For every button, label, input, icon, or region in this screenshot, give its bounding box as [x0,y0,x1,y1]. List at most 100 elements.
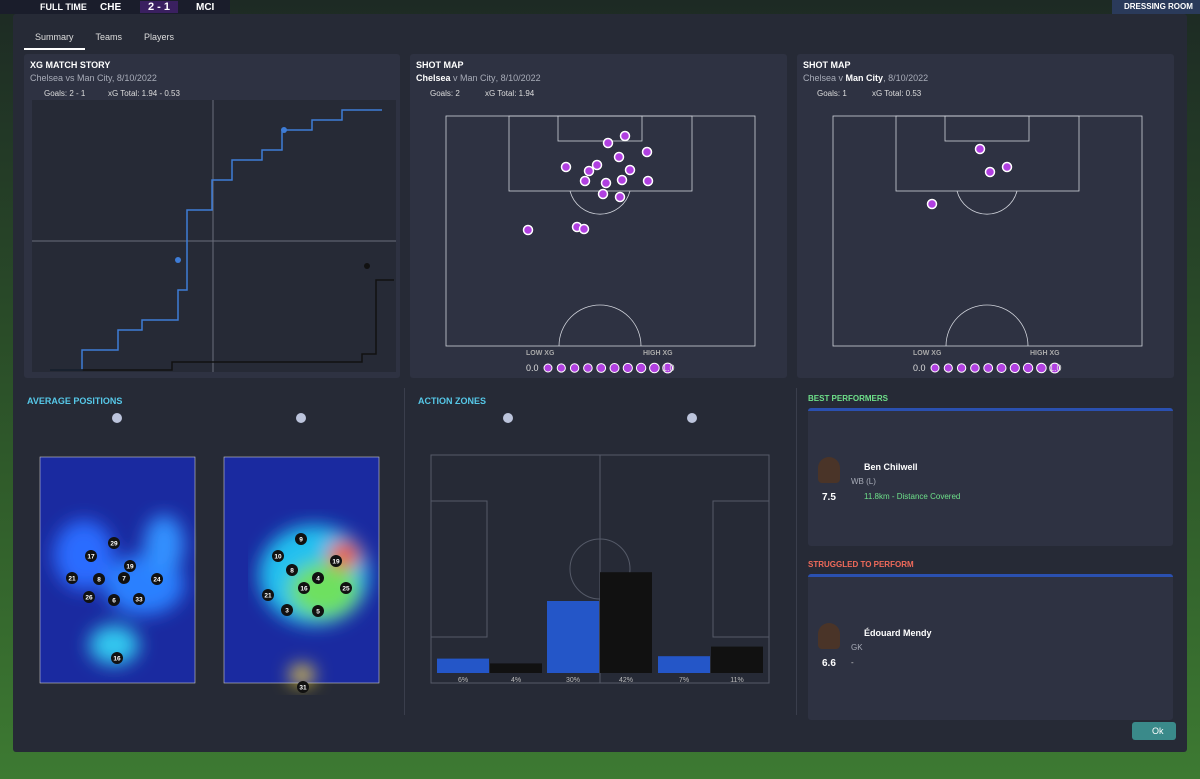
xg-title: XG MATCH STORY [30,60,111,70]
player-number: 7 [122,576,126,583]
zone-label: 30% [566,677,580,684]
stat: 11.8km - Distance Covered [864,492,961,501]
subtitle-date: , 8/10/2022 [883,73,929,83]
scale-dot [930,363,940,373]
away-crest [687,413,697,423]
divider [404,388,405,715]
player-number: 29 [110,541,118,548]
xg-subtitle: Chelsea vs Man City, 8/10/2022 [30,73,157,83]
pitch-line [832,115,1143,347]
player-number: 21 [264,593,272,600]
action-zones: 6% 4% 30% 42% 7% 11% [430,413,770,684]
scale-dot [1009,362,1020,374]
struggled-title: STRUGGLED TO PERFORM [808,560,914,569]
xg-card: XG MATCH STORY Chelsea vs Man City, 8/10… [24,54,400,378]
scale-max: 1.0 [1049,363,1062,373]
shot [600,177,612,189]
tab[interactable]: Teams [95,32,123,42]
subtitle-date: , 8/10/2022 [495,73,541,83]
shot [591,159,603,171]
player-number: 6 [112,598,116,605]
subtitle-away: Man City [845,73,884,83]
tab[interactable]: Summary [24,28,85,50]
subtitle-sep: v [836,73,846,83]
zone-bar [711,646,763,673]
tab[interactable]: Players [144,32,175,42]
pitch-line [558,304,642,347]
low-xg: LOW XG [913,350,942,357]
player-position: GK [851,643,863,652]
player-dot [93,573,105,585]
xg-chart [32,100,396,372]
ok-button[interactable]: Ok [1132,722,1176,740]
player-number: 21 [68,576,76,583]
zone-label: 42% [619,677,633,684]
best-title: BEST PERFORMERS [808,394,889,403]
player-number: 26 [85,595,93,602]
shot-goals: Goals: 1 [817,89,847,98]
player-number: 31 [299,685,307,692]
pitch-line [445,115,756,347]
player-dot [151,573,163,585]
stat: - [851,658,854,667]
zone-bar [600,572,652,673]
shot [624,164,636,176]
player-dot [298,582,310,594]
away-code: MCI [196,2,215,13]
shot [616,174,628,186]
dressing-room-button[interactable]: DRESSING ROOM [1112,0,1200,14]
scale-dot [662,362,674,374]
goal-marker [364,263,370,269]
subtitle-home: Chelsea [416,73,451,83]
player-dot [111,652,123,664]
player-dot [66,572,78,584]
subtitle-home: Chelsea [803,73,837,83]
player-dot [340,582,352,594]
best-card: Ben Chilwell WB (L) 7.5 11.8km - Distance C… [808,408,1173,546]
player-dot [312,605,324,617]
subtitle-sep: v [450,73,461,83]
shot [1001,161,1013,173]
scale-max: 1.0 [662,363,675,373]
player-dot [312,572,324,584]
rating: 7.5 [822,492,836,503]
shot [974,143,986,155]
shot [579,175,591,187]
scale-dot [622,362,633,374]
player-dot [297,681,309,693]
scale-dot [1022,362,1034,374]
shot [613,151,625,163]
shot-map-title: SHOT MAP [803,60,851,70]
zone-bar [658,656,710,673]
home-xg-line [50,109,382,371]
avatar [818,457,840,483]
player-number: 3 [285,608,289,615]
pitch-line [944,115,1030,142]
player-name: Édouard Mendy [864,628,932,638]
shot [619,130,631,142]
scale-min: 0.0 [526,363,539,373]
player-number: 19 [332,559,340,566]
shot [642,175,654,187]
zone-label: 6% [458,677,468,684]
pitch-line [956,190,1018,215]
player-dot [281,604,293,616]
shot-goals: Goals: 2 [430,89,460,98]
xg-total: xG Total: 1.94 - 0.53 [108,89,180,98]
player-dot [330,555,342,567]
goal-marker [281,127,287,133]
player-number: 8 [97,577,101,584]
shot [602,137,614,149]
shot-map-subtitle: Chelsea v Man City, 8/10/2022 [803,73,928,83]
subtitle-away: Man City [460,73,496,83]
shot [583,165,595,177]
shot-map-subtitle: Chelsea v Man City, 8/10/2022 [416,73,541,83]
player-dot [108,594,120,606]
scale-dot [635,362,647,374]
player-number: 4 [316,576,320,583]
player-number: 16 [113,656,121,663]
zone-label: 4% [511,677,521,684]
shot [597,188,609,200]
scale-dot [569,363,580,373]
scoreboard: FULL TIME CHE 2 - 1 MCI [0,0,230,14]
